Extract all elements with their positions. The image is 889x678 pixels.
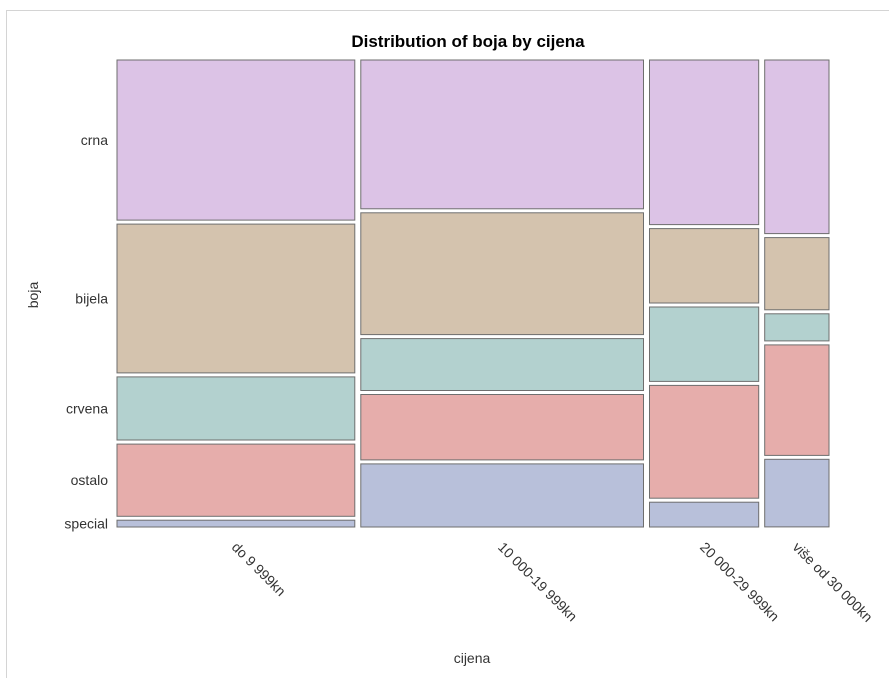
tile-special-col-2 <box>360 463 644 528</box>
tile-special-col-3 <box>649 501 760 528</box>
x-tick-label: 10 000-19 999kn <box>495 539 581 625</box>
x-tick-labels: do 9 999kn 10 000-19 999kn 20 000-29 999kn… <box>229 539 876 625</box>
x-tick-label: 20 000-29 999kn <box>697 539 783 625</box>
y-tick-label: crna <box>81 132 108 148</box>
tile-bijela-col-4 <box>764 237 830 311</box>
x-axis-label: cijena <box>454 650 491 666</box>
tile-ostalo-col-3 <box>649 384 760 499</box>
tile-bijela-col-1 <box>116 223 356 374</box>
chart-title: Distribution of boja by cijena <box>351 32 585 51</box>
y-tick-labels: crna bijela crvena ostalo special <box>64 132 108 531</box>
x-tick-label: više od 30 000kn <box>790 539 876 625</box>
x-tick-label: do 9 999kn <box>229 539 289 599</box>
y-tick-label: bijela <box>75 291 108 307</box>
tile-crna-col-4 <box>764 59 830 235</box>
tile-crvena-col-3 <box>649 306 760 382</box>
tile-crna-col-1 <box>116 59 356 221</box>
y-tick-label: ostalo <box>71 472 109 488</box>
tile-crna-col-3 <box>649 59 760 226</box>
tile-crvena-col-2 <box>360 338 644 392</box>
tile-ostalo-col-4 <box>764 344 830 456</box>
tile-bijela-col-3 <box>649 228 760 304</box>
y-axis-label: boja <box>25 282 41 309</box>
tile-crna-col-2 <box>360 59 644 210</box>
tile-ostalo-col-1 <box>116 443 356 517</box>
tile-special-col-1 <box>116 519 356 528</box>
mosaic-tiles <box>116 59 830 528</box>
y-tick-label: special <box>64 516 108 532</box>
chart-frame <box>6 10 889 678</box>
tile-ostalo-col-2 <box>360 394 644 461</box>
y-tick-label: crvena <box>66 401 108 417</box>
tile-crvena-col-4 <box>764 313 830 342</box>
tile-bijela-col-2 <box>360 212 644 336</box>
tile-special-col-4 <box>764 458 830 528</box>
tile-crvena-col-1 <box>116 376 356 441</box>
